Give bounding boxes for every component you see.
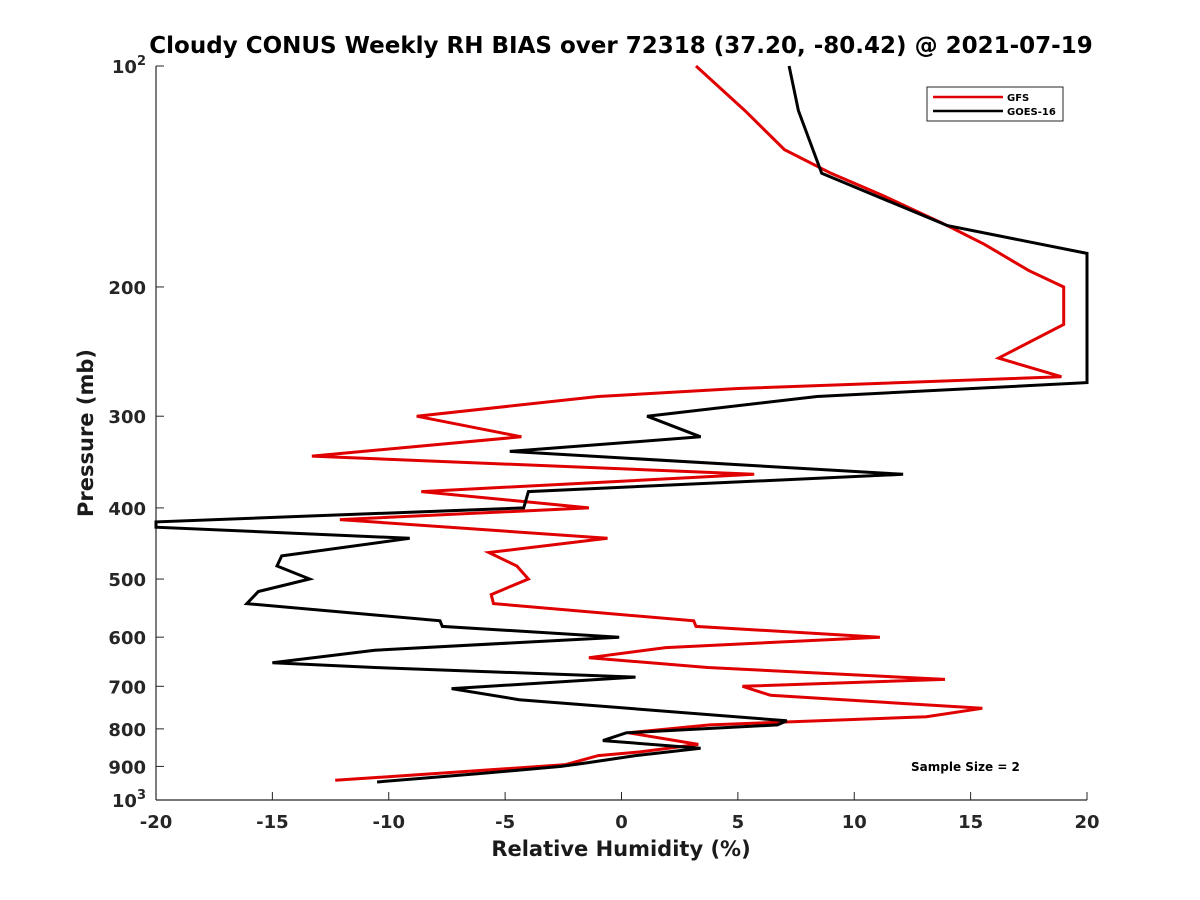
plot-area (155, 66, 1087, 801)
y-tick-label: 103 (112, 788, 146, 812)
legend-label-gfs: GFS (1007, 93, 1029, 104)
x-tick-label: 15 (958, 812, 983, 833)
series-layer (154, 64, 1089, 784)
y-tick-label: 800 (108, 720, 146, 741)
y-axis-label: Pressure (mb) (74, 349, 98, 517)
y-tick-label: 102 (112, 54, 146, 78)
legend-box (926, 86, 1064, 122)
x-tick-label: 5 (732, 812, 745, 833)
series-line-goes16 (154, 65, 1089, 784)
x-tick-label: -5 (495, 812, 515, 833)
y-tick-label: 900 (108, 757, 146, 778)
chart-title: Cloudy CONUS Weekly RH BIAS over 72318 (… (149, 33, 1092, 59)
x-tick-label: -10 (372, 812, 405, 833)
x-tick-label: 0 (615, 812, 628, 833)
x-tick-label: 10 (842, 812, 867, 833)
series-line-gfs (311, 64, 1066, 782)
y-tick-label: 400 (108, 499, 146, 520)
x-ticks: -20 -15 -10 -5 0 5 10 15 20 (140, 792, 1100, 833)
y-tick-label: 600 (108, 628, 146, 649)
x-tick-label: -20 (140, 812, 173, 833)
sample-size-annotation: Sample Size = 2 (911, 760, 1020, 774)
x-tick-label: -15 (256, 812, 289, 833)
legend: GFS GOES-16 (926, 86, 1064, 122)
x-tick-label: 20 (1074, 812, 1099, 833)
y-tick-label: 700 (108, 677, 146, 698)
y-tick-label: 500 (108, 570, 146, 591)
x-axis-label: Relative Humidity (%) (491, 837, 750, 861)
y-tick-label: 300 (108, 407, 146, 428)
legend-label-goes16: GOES-16 (1007, 107, 1056, 118)
y-tick-label: 200 (108, 278, 146, 299)
y-ticks: 102 200 300 400 500 600 700 800 900 103 (108, 54, 164, 812)
